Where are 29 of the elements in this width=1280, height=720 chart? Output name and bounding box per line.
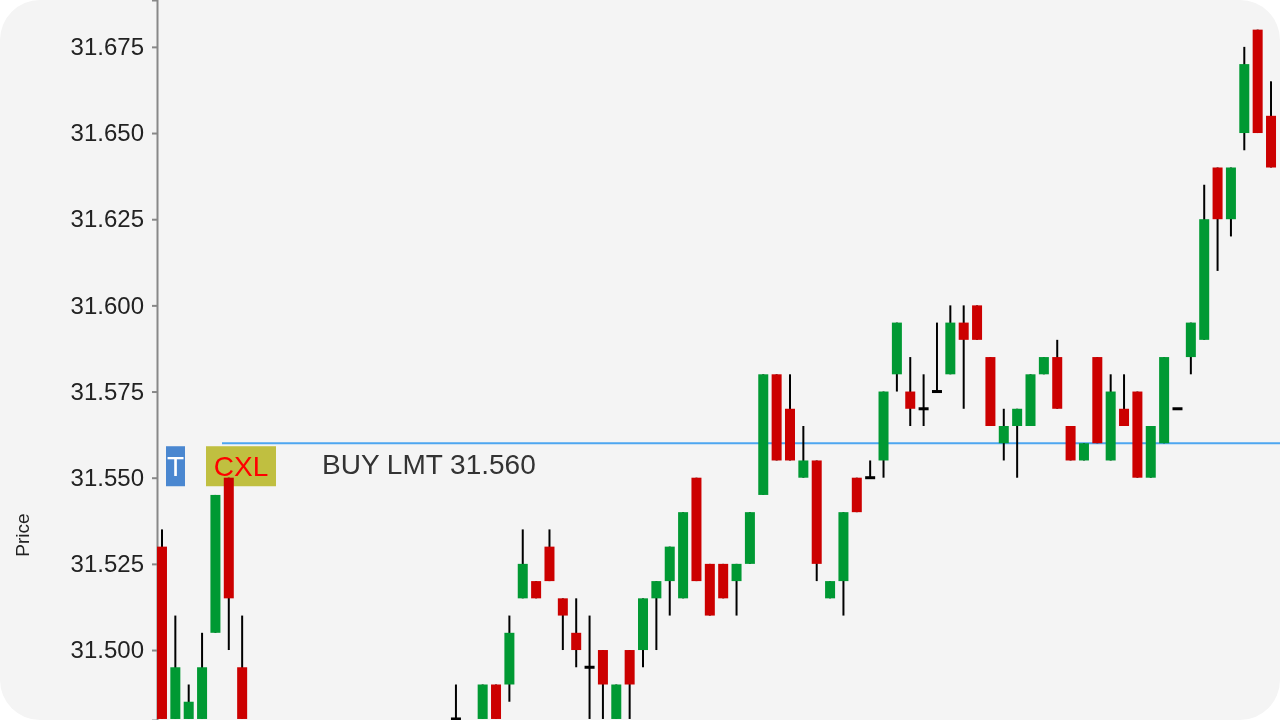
candlestick	[450, 683, 461, 720]
candlestick	[905, 356, 916, 427]
candlestick	[1119, 373, 1130, 427]
candlestick	[183, 683, 194, 720]
ref-line-label: BUY LMT 31.560	[322, 449, 536, 481]
y-tick-label: 31.625	[70, 205, 144, 233]
y-tick-label: 31.525	[70, 550, 144, 578]
candlestick	[865, 459, 876, 480]
candlestick	[584, 614, 595, 720]
candlestick	[571, 597, 582, 669]
candlestick	[557, 597, 568, 652]
y-axis-title: Price	[12, 513, 33, 557]
annotation: CXL	[213, 451, 269, 483]
y-tick-label: 31.550	[70, 463, 144, 491]
y-tick-label: 31.575	[70, 377, 144, 405]
candlestick	[998, 407, 1009, 462]
y-tick-label: 31.650	[70, 119, 144, 147]
candlestick	[731, 562, 742, 617]
y-tick-label: 31.600	[70, 291, 144, 319]
candlestick	[798, 425, 809, 479]
candlestick	[651, 580, 662, 652]
candlestick	[1012, 407, 1023, 479]
y-tick-label: 31.500	[70, 636, 144, 664]
y-tick-label: 31.675	[70, 33, 144, 61]
candlestick	[958, 304, 969, 410]
candlestick	[1172, 407, 1183, 411]
candlestick	[918, 373, 929, 427]
annotation: T	[166, 451, 185, 483]
candlestick	[931, 321, 942, 394]
